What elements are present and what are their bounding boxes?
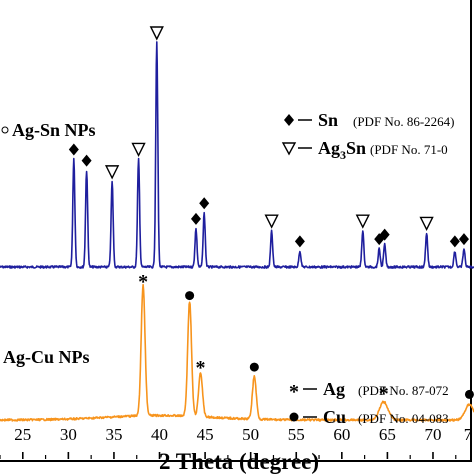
- ag-sn-peak-marker-9: [355, 214, 370, 229]
- x-axis-title: 2 Theta (degree): [159, 449, 319, 474]
- marker-layer: * * *: [68, 26, 474, 405]
- ag-cu-peak-marker-5: [464, 389, 474, 399]
- ag-sn-peak-marker-6: [199, 197, 210, 210]
- ag-sn-peak-marker-4: [149, 26, 164, 41]
- legend-label: Ag: [323, 379, 345, 399]
- ag-cu-peak-marker-3: [249, 362, 259, 372]
- legend-entry-cu: Cu (PDF No. 04-083: [289, 407, 449, 427]
- x-tick-label-70: 70: [424, 425, 441, 444]
- legend-layer: Sn (PDF No. 86-2264) Ag3Sn (PDF No. 71-0 * Ag…: [281, 110, 454, 427]
- ag-sn-peak-marker-1: [81, 154, 92, 167]
- ag-cu-peak-marker-2: *: [196, 357, 206, 379]
- series-label-ag-cu: Ag-Cu NPs: [3, 347, 90, 367]
- legend-entry-sn: Sn (PDF No. 86-2264): [284, 110, 454, 130]
- legend-entry-ag: * Ag (PDF No. 87-072: [289, 379, 449, 403]
- legend-label: Sn: [318, 110, 338, 130]
- series-label-ag-sn: Ag-Sn NPs: [12, 120, 96, 140]
- ag-sn-peak-marker-14: [458, 233, 469, 246]
- plot-frame: [0, 0, 472, 462]
- series-layer: Ag-Sn NPs Ag-Cu NPs: [0, 41, 474, 422]
- ag-sn-peak-marker-8: [294, 235, 305, 248]
- legend-entry-agsn: Ag3Sn (PDF No. 71-0: [281, 138, 448, 162]
- dot-icon: [289, 412, 299, 422]
- ag-sn-peak-marker-12: [419, 216, 434, 231]
- ag-sn-peak-marker-5: [190, 212, 201, 225]
- legend-label: Ag3Sn: [318, 138, 366, 162]
- ag-cu-peak-marker-4: *: [379, 383, 389, 405]
- ag-sn-peak-marker-13: [449, 235, 460, 248]
- x-tick-label-65: 65: [379, 425, 396, 444]
- ag-sn-peak-marker-11: [379, 228, 390, 241]
- ag-sn-peak-marker-0: [68, 143, 79, 156]
- legend-pdf-ref: (PDF No. 87-072: [358, 383, 449, 398]
- open-circle-icon: [1, 126, 9, 134]
- legend-label: Cu: [323, 407, 346, 427]
- legend-pdf-ref: (PDF No. 86-2264): [353, 114, 454, 129]
- x-tick-label-60: 60: [333, 425, 350, 444]
- series-line-ag-sn: [0, 41, 474, 269]
- ag-cu-peak-marker-1: [185, 291, 195, 301]
- x-tick-label-50: 50: [242, 425, 259, 444]
- x-tick-label-35: 35: [105, 425, 122, 444]
- x-tick-label-55: 55: [288, 425, 305, 444]
- ag-sn-peak-marker-2: [104, 165, 120, 180]
- x-tick-label-45: 45: [197, 425, 214, 444]
- diamond-icon: [284, 114, 294, 126]
- x-tick-label-40: 40: [151, 425, 168, 444]
- triangle-icon: [281, 142, 297, 156]
- legend-pdf-ref: (PDF No. 04-083: [358, 411, 449, 426]
- ag-cu-peak-marker-0: *: [138, 271, 148, 293]
- ag-sn-peak-marker-7: [264, 214, 279, 229]
- x-axis: 25 30 35 40 45 50 55 60 65 70 7: [0, 425, 473, 459]
- series-line-ag-cu: [0, 283, 474, 422]
- x-tick-label-7: 7: [464, 425, 473, 444]
- legend-pdf-ref: (PDF No. 71-0: [370, 142, 448, 157]
- x-tick-label-25: 25: [14, 425, 31, 444]
- ag-sn-peak-marker-3: [131, 142, 146, 158]
- star-icon: *: [289, 381, 299, 403]
- x-tick-label-30: 30: [60, 425, 77, 444]
